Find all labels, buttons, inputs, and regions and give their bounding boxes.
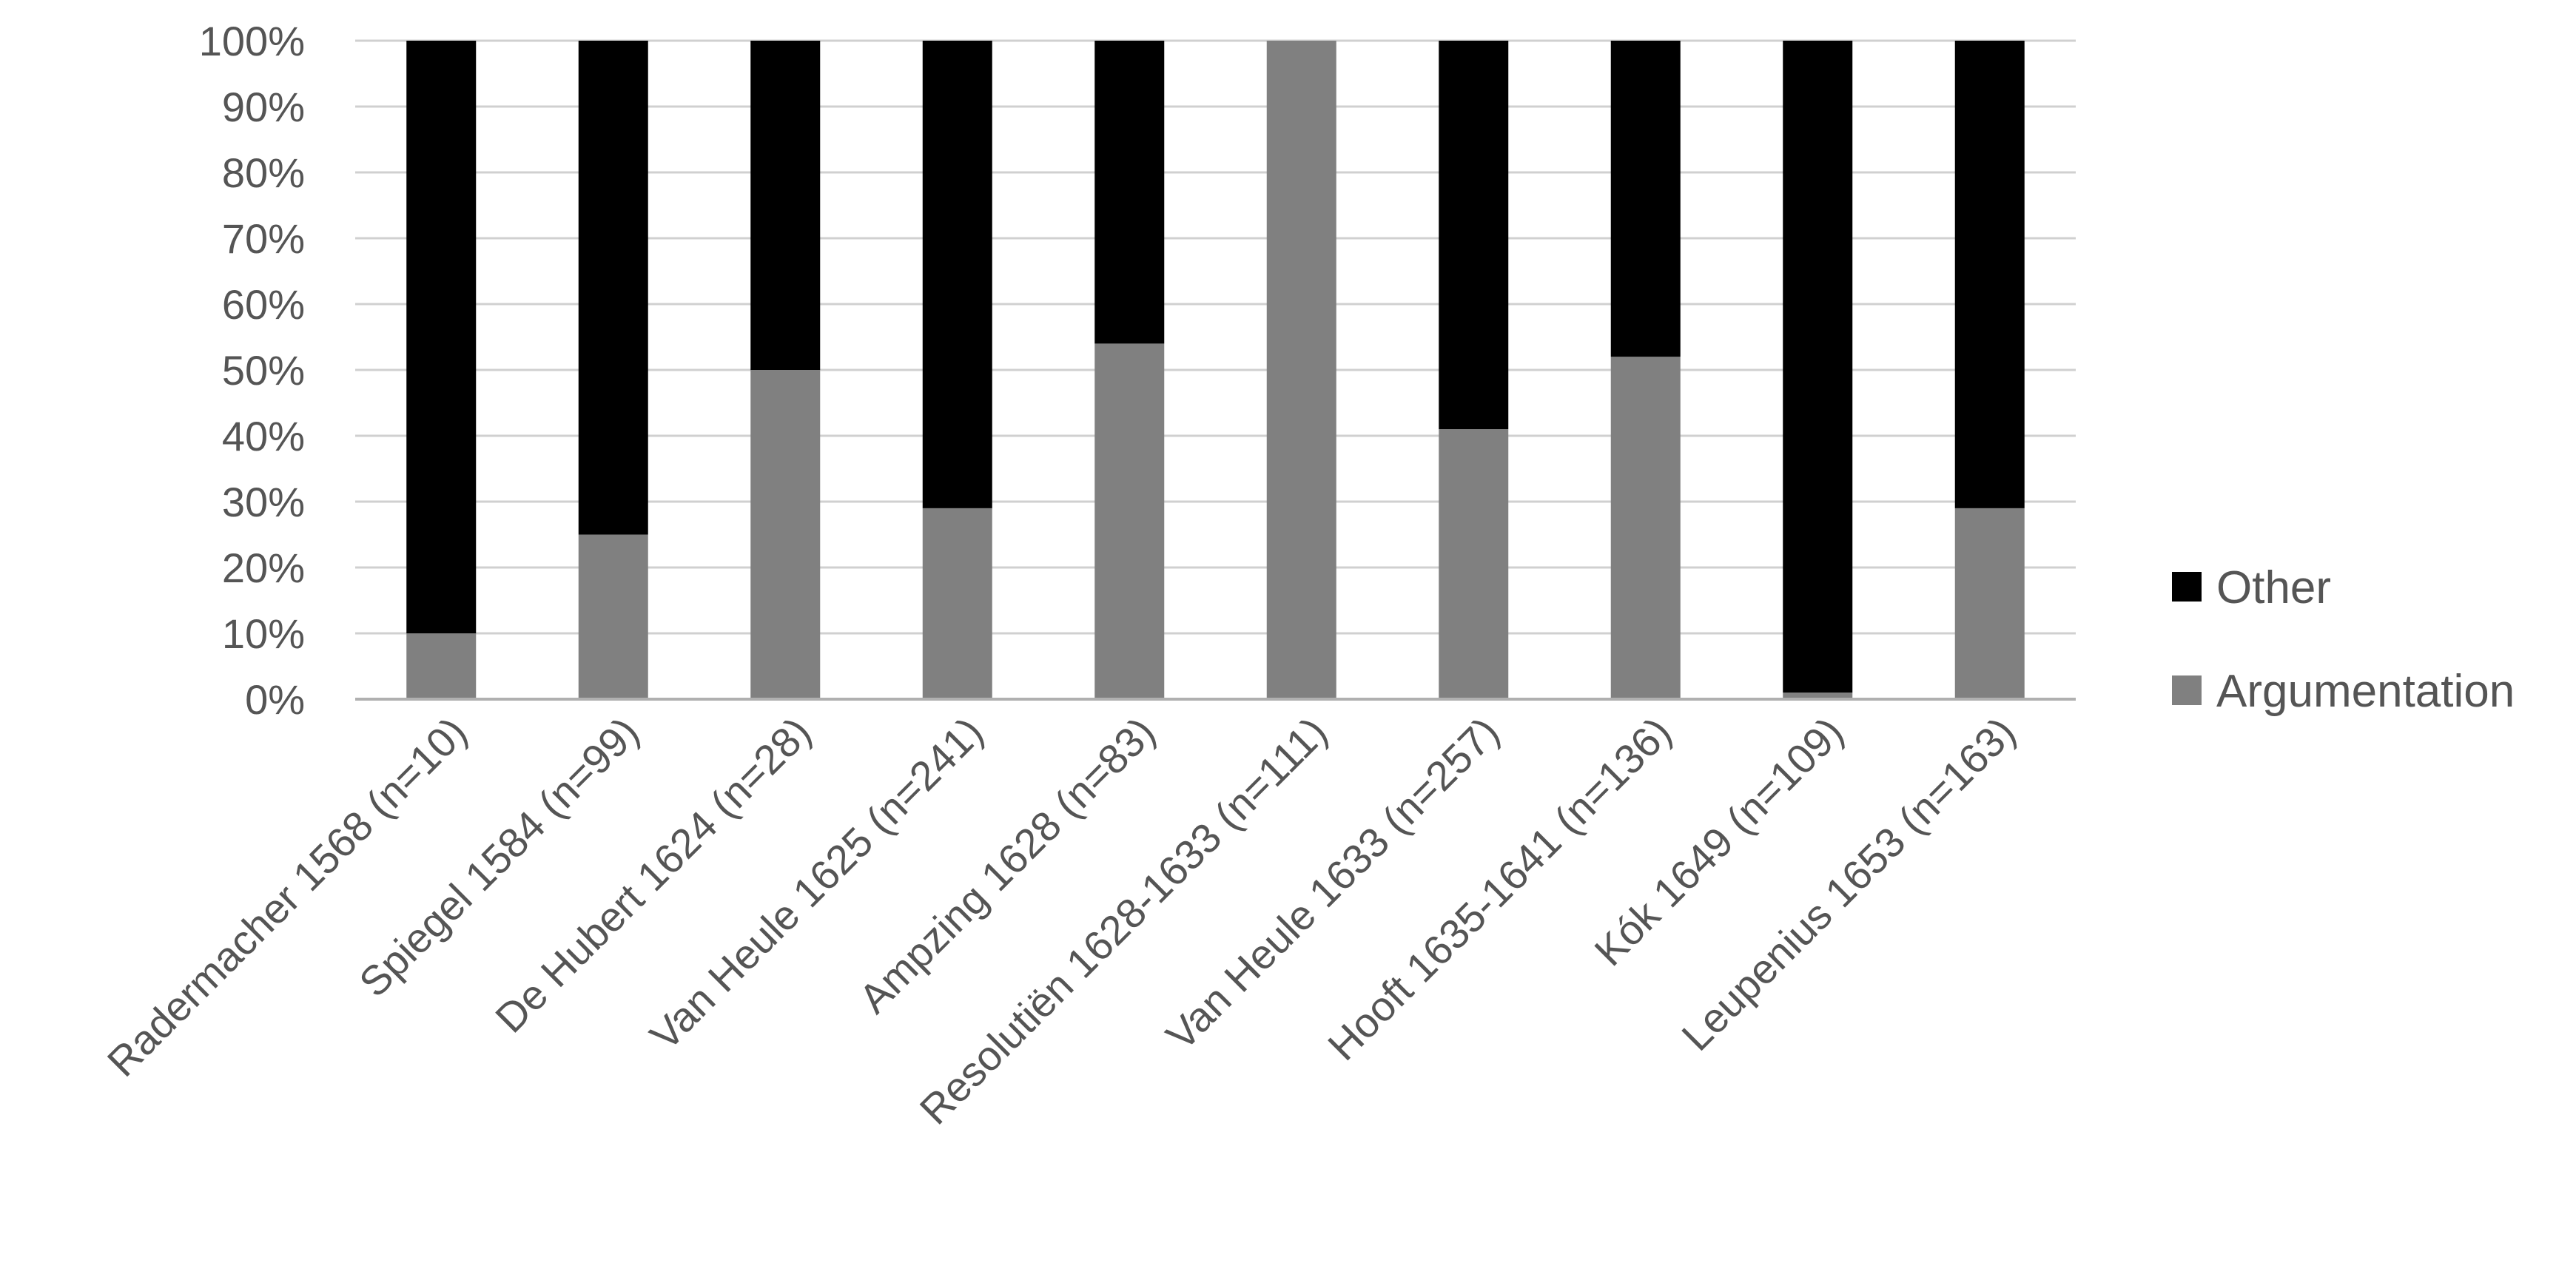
y-tick-label: 100% [199,18,305,64]
x-category-label: Spiegel 1584 (n=99) [350,708,648,1005]
bar-argumentation [1783,693,1853,699]
y-tick-label: 80% [222,149,305,196]
y-axis-tick-labels: 0% 10% 20% 30% 40% 50% 60% 70% 80% 90% 100% [199,18,305,723]
x-category-label: Hooft 1635-1641 (n=136) [1319,708,1680,1069]
bar-argumentation [1094,343,1165,699]
bar-other [1610,41,1681,357]
x-category-label: Radermacher 1568 (n=10) [98,708,476,1085]
y-tick-label: 60% [222,281,305,328]
bar-other [578,41,648,535]
y-tick-label: 70% [222,215,305,262]
x-category-label: Van Heule 1625 (n=241) [641,708,992,1059]
y-tick-label: 20% [222,545,305,591]
bar-argumentation [406,633,477,699]
bar-argumentation [750,370,821,699]
legend-item: Argumentation [2172,666,2515,717]
x-category-label: Ampzing 1628 (n=83) [850,708,1163,1022]
x-category-label: De Hubert 1624 (n=28) [486,708,820,1042]
legend-item: Other [2172,562,2331,613]
bar-other [1954,41,2025,508]
bar-other [922,41,992,508]
legend-label: Argumentation [2216,666,2515,717]
x-category-label: Van Heule 1633 (n=257) [1157,708,1508,1059]
x-axis-category-labels: Radermacher 1568 (n=10)Spiegel 1584 (n=9… [98,708,2025,1133]
bars [406,41,2025,699]
legend-swatch [2172,572,2202,602]
legend-label: Other [2216,562,2331,613]
y-tick-label: 90% [222,84,305,130]
y-tick-label: 50% [222,347,305,394]
bar-other [750,41,821,370]
bar-other [1783,41,1853,693]
bar-argumentation [578,534,648,699]
bar-other [1439,41,1509,430]
bar-argumentation [922,508,992,699]
y-tick-label: 30% [222,479,305,525]
legend-swatch [2172,675,2202,705]
bar-other [406,41,477,633]
bar-argumentation [1266,41,1336,699]
bar-argumentation [1954,508,2025,699]
x-category-label: Leupenius 1653 (n=163) [1672,708,2024,1059]
y-tick-label: 0% [245,676,305,723]
bar-argumentation [1610,357,1681,699]
bar-other [1094,41,1165,344]
bar-argumentation [1439,429,1509,699]
legend: Other Argumentation [2172,562,2515,717]
y-tick-label: 10% [222,610,305,657]
y-tick-label: 40% [222,413,305,459]
